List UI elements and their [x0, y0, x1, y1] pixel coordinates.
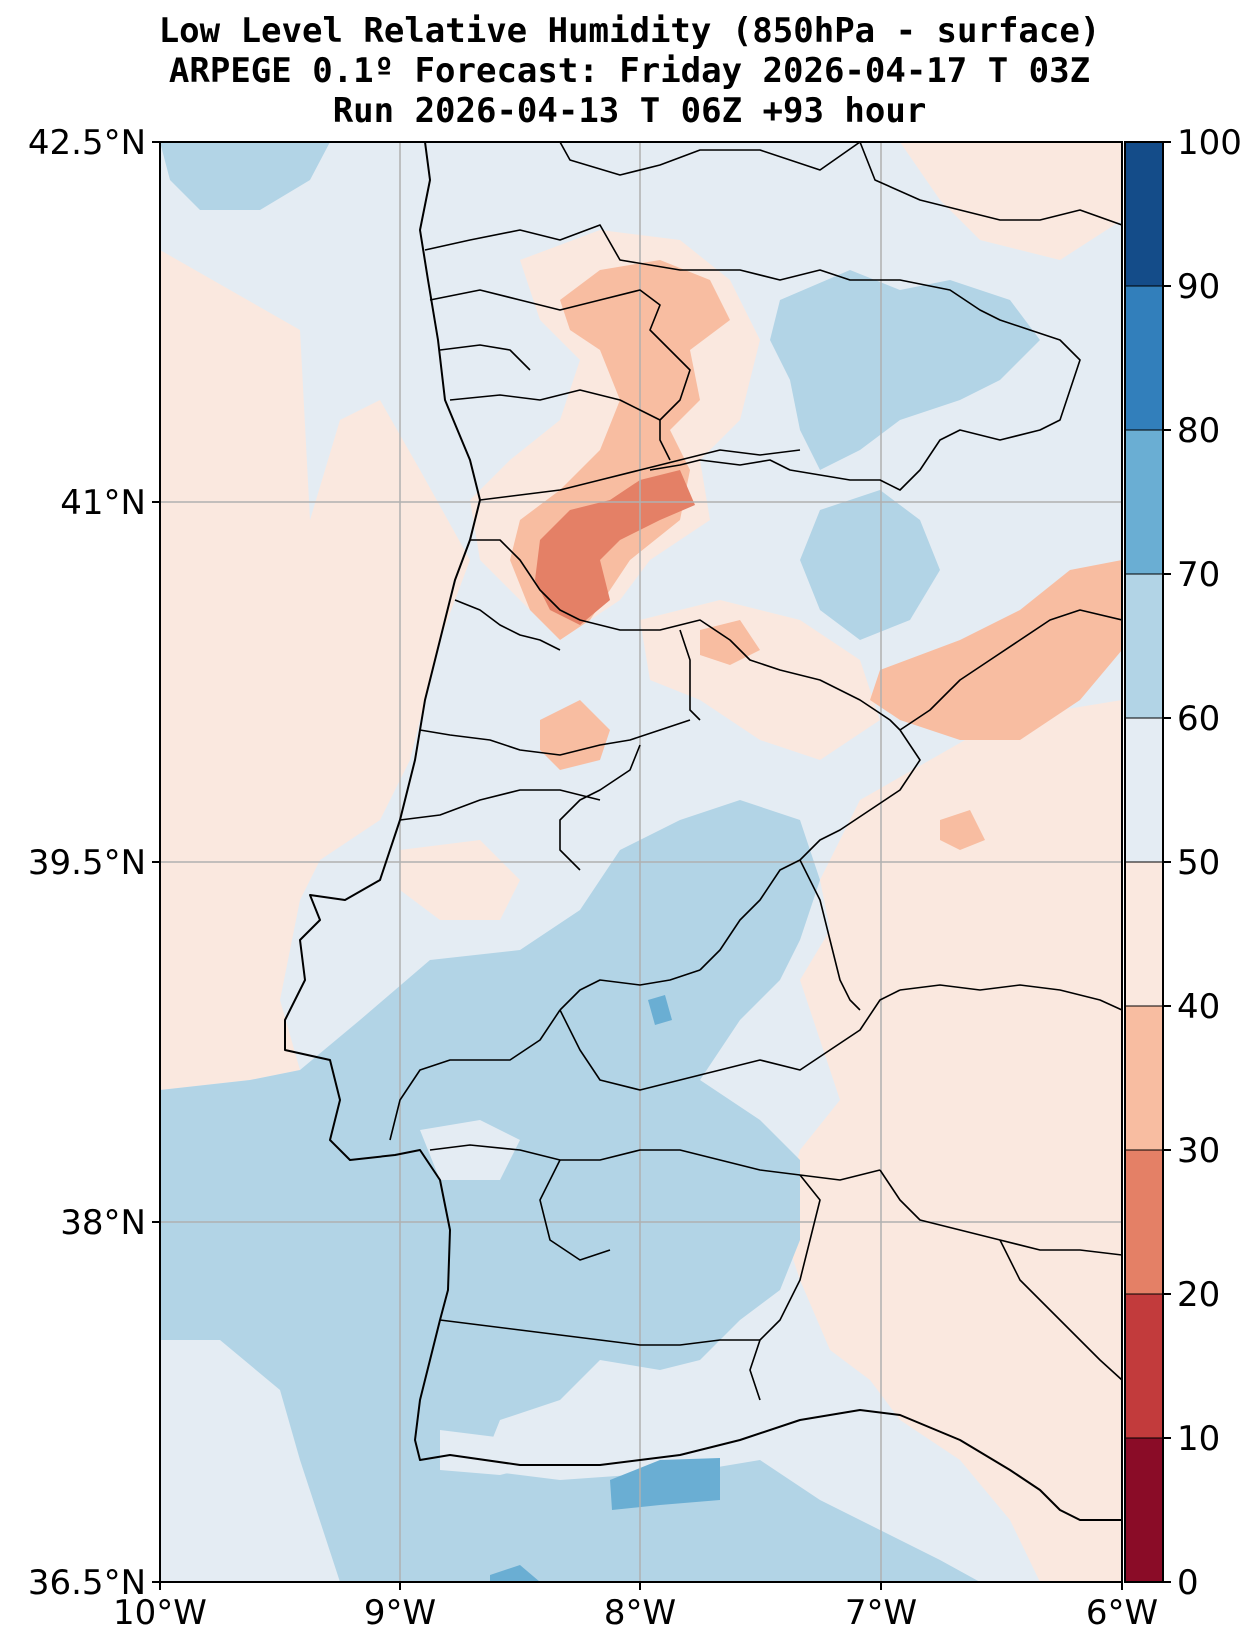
field-60-70-east — [800, 490, 940, 640]
colorbar-segment — [1125, 1150, 1163, 1294]
field-40-50-small — [400, 840, 520, 920]
field-50-60-sw — [160, 1340, 340, 1582]
x-tick-label: 6°W — [1086, 1593, 1158, 1633]
x-tick-label: 10°W — [113, 1593, 207, 1633]
grid-lines — [160, 142, 1122, 1582]
coastline — [284, 142, 1122, 1521]
map-title-line-3: Run 2026-04-13 T 06Z +93 hour — [332, 91, 927, 131]
field-40-50-ocean — [160, 250, 470, 1090]
x-axis: 10°W 9°W 8°W 7°W 6°W — [113, 1582, 1158, 1633]
field-70-80-edge — [490, 1565, 540, 1582]
y-tick-label: 36.5°N — [28, 1563, 146, 1603]
colorbar-tick-label: 100 — [1177, 123, 1242, 163]
field-50-60-coast — [440, 1430, 560, 1475]
colorbar-tick-label: 20 — [1177, 1275, 1220, 1315]
field-40-50-east — [780, 700, 1122, 1582]
x-tick-label: 7°W — [845, 1593, 917, 1633]
colorbar-tick-label: 80 — [1177, 411, 1220, 451]
field-30-40-small2 — [700, 620, 760, 665]
field-40-50-ne — [900, 142, 1122, 260]
humidity-field — [160, 142, 1122, 1582]
colorbar-tick-label: 70 — [1177, 555, 1220, 595]
colorbar-tick-label: 40 — [1177, 987, 1220, 1027]
colorbar: 0 10 20 30 40 50 60 70 80 90 100 — [1124, 123, 1242, 1603]
field-60-70-south — [160, 800, 980, 1582]
colorbar-tick-label: 90 — [1177, 267, 1220, 307]
map-title-line-1: Low Level Relative Humidity (850hPa - su… — [158, 11, 1101, 51]
field-30-40-small3 — [940, 810, 985, 850]
y-tick-label: 41°N — [60, 483, 146, 523]
colorbar-segment — [1125, 862, 1163, 1006]
colorbar-segment — [1125, 718, 1163, 862]
field-50-60-islet — [420, 1120, 520, 1180]
colorbar-segment — [1125, 574, 1163, 718]
colorbar-tick-label: 60 — [1177, 699, 1220, 739]
field-20-30 — [535, 470, 695, 625]
colorbar-frame — [1124, 141, 1164, 1583]
district-borders — [389, 142, 1122, 1401]
colorbar-segment — [1125, 1006, 1163, 1150]
y-tick-label: 39.5°N — [28, 843, 146, 883]
map-title-line-2: ARPEGE 0.1º Forecast: Friday 2026-04-17 … — [168, 51, 1091, 91]
colorbar-segment — [1125, 286, 1163, 430]
colorbar-segment — [1125, 430, 1163, 574]
field-30-40-east — [870, 560, 1122, 740]
colorbar-tick-label: 50 — [1177, 843, 1220, 883]
x-tick-label: 8°W — [604, 1593, 676, 1633]
y-tick-label: 42.5°N — [28, 123, 146, 163]
field-60-70-nw — [160, 142, 330, 210]
field-70-80-small — [648, 995, 672, 1025]
y-tick-label: 38°N — [60, 1203, 146, 1243]
field-60-70-ne — [770, 270, 1040, 470]
colorbar-segment — [1125, 142, 1163, 286]
colorbar-tick-label: 30 — [1177, 1131, 1220, 1171]
y-axis: 42.5°N 41°N 39.5°N 38°N 36.5°N — [28, 123, 160, 1603]
colorbar-segment — [1125, 1438, 1163, 1582]
x-tick-label: 9°W — [364, 1593, 436, 1633]
field-30-40-small — [540, 700, 610, 770]
colorbar-segment — [1125, 1294, 1163, 1438]
colorbar-tick-label: 10 — [1177, 1419, 1220, 1459]
field-70-80-algarve — [610, 1458, 720, 1510]
colorbar-tick-label: 0 — [1177, 1563, 1199, 1603]
